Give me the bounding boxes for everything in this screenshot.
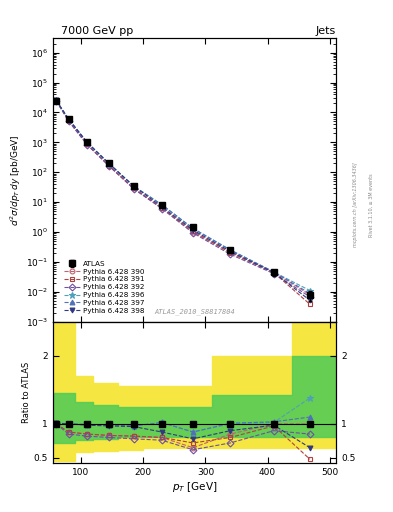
Pythia 6.428 390 (132, 185, 136, 191)
Line: Pythia 6.428 391: Pythia 6.428 391 (54, 98, 312, 307)
Pythia 6.428 391 (228, 250, 233, 256)
Pythia 6.428 396 (272, 269, 276, 275)
Line: Pythia 6.428 392: Pythia 6.428 392 (54, 98, 312, 299)
Line: Pythia 6.428 397: Pythia 6.428 397 (54, 98, 312, 296)
Pythia 6.428 390 (191, 229, 195, 236)
Y-axis label: $d^2\sigma/dp_T\,dy$ [pb/GeV]: $d^2\sigma/dp_T\,dy$ [pb/GeV] (9, 134, 23, 226)
Pythia 6.428 396 (54, 97, 59, 103)
Pythia 6.428 391 (132, 185, 136, 191)
Pythia 6.428 397 (191, 225, 195, 231)
Line: Pythia 6.428 390: Pythia 6.428 390 (54, 98, 312, 297)
Legend: ATLAS, Pythia 6.428 390, Pythia 6.428 391, Pythia 6.428 392, Pythia 6.428 396, P: ATLAS, Pythia 6.428 390, Pythia 6.428 39… (62, 259, 145, 315)
Pythia 6.428 398 (66, 116, 71, 122)
Pythia 6.428 392 (191, 230, 195, 236)
Pythia 6.428 398 (228, 248, 233, 254)
Pythia 6.428 392 (54, 97, 59, 103)
Pythia 6.428 390 (228, 249, 233, 255)
Text: Jets: Jets (316, 26, 336, 36)
Pythia 6.428 398 (107, 161, 111, 167)
Pythia 6.428 397 (160, 202, 164, 208)
Pythia 6.428 397 (107, 160, 111, 166)
Pythia 6.428 398 (191, 227, 195, 233)
Line: Pythia 6.428 398: Pythia 6.428 398 (54, 98, 312, 303)
Pythia 6.428 392 (132, 186, 136, 192)
Pythia 6.428 390 (54, 97, 59, 103)
Line: Pythia 6.428 396: Pythia 6.428 396 (53, 97, 313, 294)
Pythia 6.428 390 (308, 292, 312, 298)
Pythia 6.428 396 (160, 202, 164, 208)
Pythia 6.428 392 (160, 205, 164, 211)
Pythia 6.428 390 (66, 118, 71, 124)
Pythia 6.428 397 (228, 247, 233, 253)
Pythia 6.428 392 (308, 294, 312, 300)
Pythia 6.428 391 (160, 205, 164, 211)
Pythia 6.428 397 (85, 139, 90, 145)
Pythia 6.428 398 (54, 97, 59, 103)
Pythia 6.428 397 (66, 116, 71, 122)
Pythia 6.428 392 (107, 163, 111, 169)
Pythia 6.428 391 (54, 97, 59, 103)
Pythia 6.428 396 (66, 116, 71, 122)
Pythia 6.428 392 (228, 251, 233, 258)
Pythia 6.428 390 (160, 205, 164, 211)
Pythia 6.428 398 (85, 140, 90, 146)
Pythia 6.428 398 (160, 204, 164, 210)
Text: 7000 GeV pp: 7000 GeV pp (61, 26, 133, 36)
Pythia 6.428 396 (107, 160, 111, 166)
Pythia 6.428 390 (107, 163, 111, 169)
Y-axis label: Ratio to ATLAS: Ratio to ATLAS (22, 362, 31, 423)
Text: ATLAS_2010_S8817804: ATLAS_2010_S8817804 (154, 308, 235, 314)
Pythia 6.428 390 (272, 269, 276, 275)
Pythia 6.428 398 (272, 269, 276, 275)
Pythia 6.428 391 (308, 301, 312, 307)
Pythia 6.428 391 (191, 228, 195, 234)
Pythia 6.428 396 (308, 287, 312, 293)
Pythia 6.428 396 (191, 225, 195, 231)
Pythia 6.428 397 (272, 269, 276, 275)
Pythia 6.428 396 (228, 247, 233, 253)
Pythia 6.428 390 (85, 141, 90, 147)
Pythia 6.428 391 (107, 163, 111, 169)
Pythia 6.428 397 (54, 97, 59, 103)
Pythia 6.428 391 (272, 270, 276, 276)
Text: mcplots.cern.ch [arXiv:1306.3436]: mcplots.cern.ch [arXiv:1306.3436] (353, 162, 358, 247)
Pythia 6.428 392 (85, 142, 90, 148)
Pythia 6.428 396 (85, 139, 90, 145)
Pythia 6.428 398 (132, 183, 136, 189)
Text: Rivet 3.1.10, ≥ 3M events: Rivet 3.1.10, ≥ 3M events (369, 173, 374, 237)
Pythia 6.428 397 (308, 290, 312, 296)
Pythia 6.428 392 (66, 118, 71, 124)
Pythia 6.428 396 (132, 183, 136, 189)
Pythia 6.428 397 (132, 183, 136, 189)
Pythia 6.428 392 (272, 270, 276, 276)
Pythia 6.428 391 (66, 118, 71, 124)
Pythia 6.428 391 (85, 141, 90, 147)
Pythia 6.428 398 (308, 297, 312, 304)
X-axis label: $p_T$ [GeV]: $p_T$ [GeV] (172, 480, 217, 494)
